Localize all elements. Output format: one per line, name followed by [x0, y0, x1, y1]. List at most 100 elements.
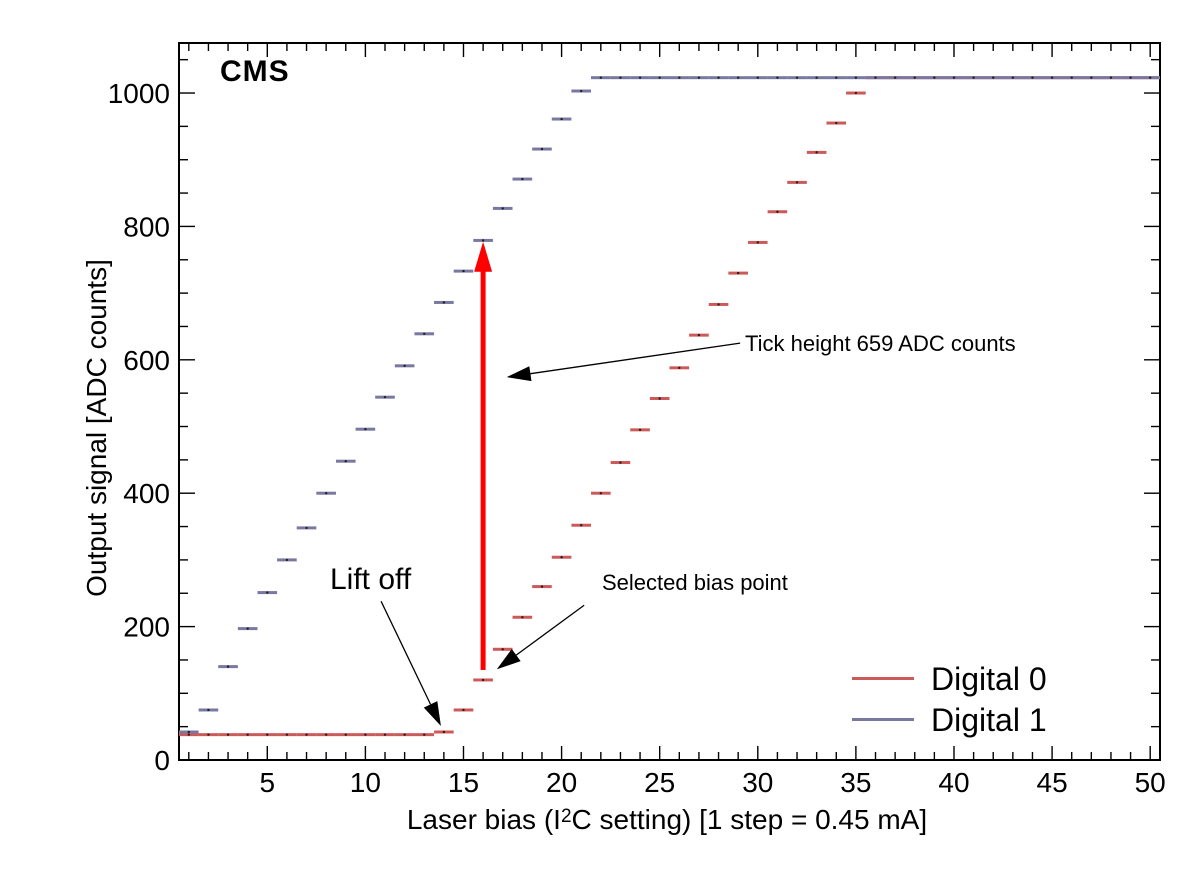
annotation-selected-bias-point: Selected bias point — [602, 570, 788, 595]
marker-digital-1 — [835, 76, 838, 79]
marker-digital-1 — [1129, 76, 1132, 79]
marker-digital-0 — [835, 121, 838, 125]
selected-bias-arrow-line — [515, 604, 585, 656]
marker-digital-1 — [344, 459, 347, 463]
marker-digital-1 — [207, 708, 210, 712]
marker-digital-1 — [795, 76, 799, 79]
y-tick-label: 1000 — [108, 78, 170, 109]
marker-digital-1 — [952, 76, 956, 79]
marker-digital-1 — [423, 332, 426, 336]
marker-digital-1 — [815, 76, 818, 79]
marker-digital-1 — [658, 76, 661, 79]
marker-digital-1 — [678, 76, 681, 79]
marker-digital-0 — [344, 733, 347, 736]
y-tick-label: 200 — [123, 612, 170, 643]
lift-off-arrow-head — [423, 701, 441, 726]
marker-digital-1 — [266, 591, 269, 594]
marker-digital-0 — [305, 733, 308, 736]
x-tick-label: 35 — [840, 767, 871, 798]
marker-digital-1 — [638, 76, 642, 79]
marker-digital-0 — [383, 733, 387, 736]
marker-digital-1 — [521, 177, 524, 181]
marker-digital-0 — [266, 733, 269, 736]
marker-digital-0 — [795, 181, 799, 184]
marker-digital-0 — [854, 91, 858, 95]
marker-digital-0 — [207, 733, 210, 736]
x-tick-label: 10 — [350, 767, 381, 798]
marker-digital-1 — [697, 76, 701, 79]
legend-entry-digital-0: Digital 0 — [852, 658, 1047, 699]
x-axis-title-pre: Laser bias (I — [406, 804, 561, 835]
tick-height-arrow-head — [506, 366, 532, 382]
legend: Digital 0 Digital 1 — [852, 658, 1047, 740]
y-tick-label: 800 — [123, 211, 170, 242]
legend-label-digital-1: Digital 1 — [931, 701, 1047, 738]
x-tick-label: 25 — [644, 767, 675, 798]
marker-digital-1 — [285, 558, 289, 562]
x-tick-label: 40 — [938, 767, 969, 798]
marker-digital-0 — [776, 210, 779, 213]
legend-line-digital-0 — [852, 677, 914, 680]
x-tick-label: 5 — [260, 767, 276, 798]
experiment-label: CMS — [220, 55, 290, 88]
marker-digital-1 — [442, 301, 446, 304]
marker-digital-1 — [893, 76, 897, 79]
marker-digital-1 — [324, 492, 328, 495]
x-axis-title-post: C setting) [1 step = 0.45 mA] — [571, 804, 928, 835]
x-axis-title-sup: 2 — [560, 806, 572, 827]
marker-digital-0 — [285, 733, 289, 736]
marker-digital-1 — [540, 147, 544, 151]
y-tick-label: 0 — [154, 745, 170, 776]
marker-digital-1 — [874, 76, 877, 79]
marker-digital-0 — [736, 271, 740, 275]
y-tick-label: 600 — [123, 345, 170, 376]
marker-digital-0 — [540, 585, 544, 588]
marker-digital-1 — [717, 76, 720, 79]
marker-digital-1 — [481, 239, 485, 242]
marker-digital-1 — [403, 364, 406, 368]
marker-digital-1 — [913, 76, 916, 79]
annotation-tick-height: Tick height 659 ADC counts — [745, 331, 1016, 356]
marker-digital-0 — [442, 730, 446, 734]
marker-digital-1 — [599, 76, 603, 79]
marker-digital-1 — [1011, 76, 1015, 79]
marker-digital-1 — [364, 427, 367, 431]
marker-digital-1 — [501, 207, 504, 210]
tick-height-arrow-head — [474, 241, 493, 272]
marker-digital-0 — [462, 708, 465, 712]
marker-digital-0 — [815, 151, 818, 154]
marker-digital-0 — [638, 428, 642, 432]
marker-digital-1 — [776, 76, 779, 79]
marker-digital-0 — [580, 524, 583, 527]
marker-digital-0 — [678, 366, 681, 370]
marker-digital-1 — [383, 395, 387, 399]
marker-digital-0 — [599, 492, 603, 495]
marker-digital-1 — [1070, 76, 1073, 79]
marker-digital-0 — [403, 733, 406, 736]
marker-digital-1 — [560, 117, 563, 121]
marker-digital-1 — [736, 76, 740, 79]
marker-digital-0 — [501, 648, 504, 651]
marker-digital-0 — [560, 556, 563, 559]
marker-digital-0 — [658, 397, 661, 400]
tick-height-arrow-line — [530, 342, 741, 375]
marker-digital-0 — [717, 303, 720, 306]
x-tick-label: 50 — [1135, 767, 1166, 798]
x-tick-label: 45 — [1037, 767, 1068, 798]
x-axis-title: Laser bias (I2C setting) [1 step = 0.45 … — [407, 806, 927, 834]
legend-label-digital-0: Digital 0 — [931, 660, 1047, 697]
y-axis-title: Output signal [ADC counts] — [81, 259, 112, 597]
marker-digital-0 — [364, 733, 367, 736]
marker-digital-0 — [619, 461, 622, 464]
marker-digital-1 — [246, 627, 249, 630]
marker-digital-1 — [992, 76, 995, 79]
marker-digital-0 — [756, 241, 759, 244]
marker-digital-0 — [423, 733, 426, 736]
selected-bias-arrow-head — [496, 649, 521, 670]
marker-digital-1 — [1148, 76, 1152, 79]
x-tick-label: 20 — [546, 767, 577, 798]
marker-digital-1 — [756, 76, 759, 79]
marker-digital-0 — [521, 616, 524, 619]
marker-digital-1 — [619, 76, 622, 79]
